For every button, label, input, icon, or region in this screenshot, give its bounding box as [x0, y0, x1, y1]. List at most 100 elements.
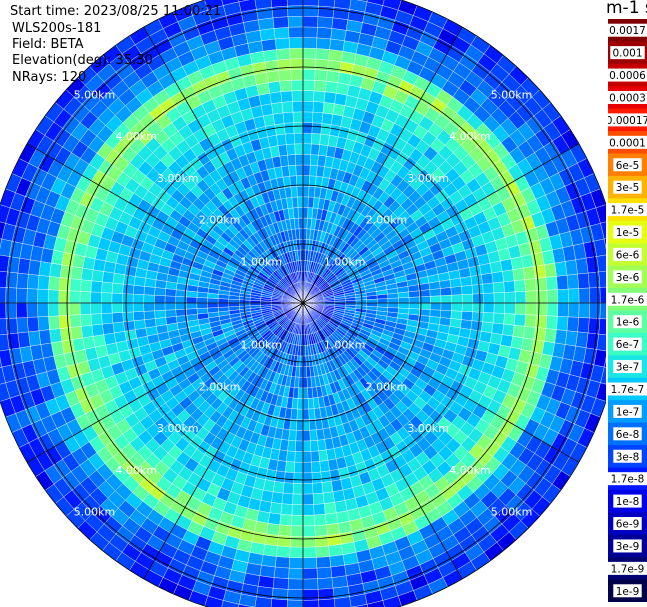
ppi-gate: [207, 297, 219, 304]
ppi-gate: [302, 483, 314, 495]
ppi-gate: [111, 312, 124, 324]
ppi-gate: [207, 302, 219, 309]
device-label: WLS200s-181: [12, 21, 102, 36]
ppi-gate: [16, 272, 29, 289]
ppi-gate: [329, 468, 341, 482]
ppi-gate: [17, 257, 31, 275]
ppi-gate: [102, 322, 115, 335]
ppi-gate: [310, 440, 319, 452]
ppi-gate: [5, 271, 19, 289]
ppi-gate: [302, 90, 315, 102]
ppi-gate: [287, 589, 304, 601]
ppi-gate: [317, 16, 334, 29]
ppi-gate: [295, 164, 304, 176]
ppi-gate: [321, 481, 334, 494]
ppi-gate: [302, 557, 318, 569]
ppi-gate: [312, 101, 325, 114]
ppi-gate: [311, 461, 321, 473]
ppi-gate: [48, 276, 61, 291]
ppi-gate: [0, 254, 10, 273]
ppi-gate: [249, 302, 261, 306]
ppi-gate: [154, 310, 166, 319]
ppi-gate: [91, 269, 104, 283]
ppi-gate: [103, 332, 117, 346]
ppi-gate: [302, 345, 306, 357]
ppi-gate: [288, 26, 304, 39]
ppi-gate: [272, 481, 285, 494]
ppi-gate: [366, 600, 385, 607]
ppi-gate: [546, 289, 559, 304]
colorbar-label-bg: [613, 449, 642, 463]
ppi-gate: [302, 525, 316, 537]
colorbar-label: 0.0017: [609, 25, 646, 37]
ppi-gate: [5, 287, 17, 304]
ppi-gate: [483, 302, 495, 314]
ppi-gate: [70, 326, 83, 340]
ppi-gate: [298, 217, 304, 229]
ppi-gate: [239, 302, 251, 307]
ppi-gate: [302, 493, 314, 505]
ppi-gate: [319, 460, 330, 473]
colorbar-label-bg: [613, 180, 642, 194]
ppi-gate: [186, 296, 198, 304]
ppi-gate: [90, 302, 102, 315]
azimuth-line: [26, 302, 304, 463]
ppi-gate: [59, 264, 73, 279]
ppi-gate: [154, 302, 166, 311]
ppi-gate: [37, 302, 49, 318]
ppi-gate: [238, 604, 255, 607]
ppi-gate: [287, 440, 296, 452]
ppi-gate: [49, 262, 62, 278]
ppi-gate: [291, 514, 304, 527]
ppi-gate: [295, 440, 304, 452]
ppi-gate: [533, 327, 547, 342]
ppi-gate: [263, 113, 275, 127]
ppi-gate: [292, 493, 304, 505]
ppi-gate: [387, 292, 399, 299]
ppi-gate: [302, 37, 318, 49]
ppi-gate: [461, 285, 473, 295]
ppi-gate: [258, 93, 272, 106]
ppi-gate: [264, 533, 279, 547]
ppi-gate: [272, 112, 285, 125]
ppi-gate: [309, 164, 318, 177]
ppi-gate: [302, 0, 320, 7]
ppi-gate: [332, 489, 346, 503]
ppi-gate: [302, 122, 313, 134]
colorbar-label-bg: [608, 561, 647, 575]
ppi-gate: [317, 439, 327, 452]
ppi-gate: [133, 311, 145, 321]
ppi-gate: [322, 102, 335, 115]
ppi-gate: [504, 291, 516, 304]
ppi-gate: [533, 264, 547, 279]
ppi-gate: [207, 307, 219, 314]
ppi-gate: [69, 290, 81, 304]
ppi-gate: [514, 279, 526, 293]
ppi-gate: [266, 70, 280, 83]
ppi-gate: [101, 281, 114, 294]
ppi-gate: [69, 314, 82, 328]
ppi-gate: [556, 275, 569, 290]
ppi-gate: [0, 302, 7, 320]
colorbar-label-bg: [613, 404, 642, 418]
ppi-gate: [489, 260, 503, 274]
ppi-gate: [450, 310, 463, 320]
ppi-gate: [575, 331, 589, 349]
ppi-gate: [524, 314, 537, 328]
ppi-gate: [330, 565, 347, 578]
ppi-gate: [440, 295, 452, 304]
ppi-gate: [7, 256, 20, 274]
range-ring-label: 1.00km: [240, 255, 282, 268]
range-ring-label: 1.00km: [240, 339, 282, 352]
ppi-gate: [280, 503, 293, 516]
ppi-gate: [451, 294, 463, 304]
ppi-gate: [589, 287, 601, 304]
ppi-gate: [554, 329, 568, 345]
ppi-gate: [302, 132, 313, 145]
ppi-gate: [556, 316, 569, 331]
ppi-gate: [481, 272, 494, 285]
ppi-gate: [302, 47, 317, 60]
ppi-gate: [302, 143, 312, 155]
colorbar-label-bg: [610, 46, 645, 60]
ppi-gate: [544, 262, 557, 278]
